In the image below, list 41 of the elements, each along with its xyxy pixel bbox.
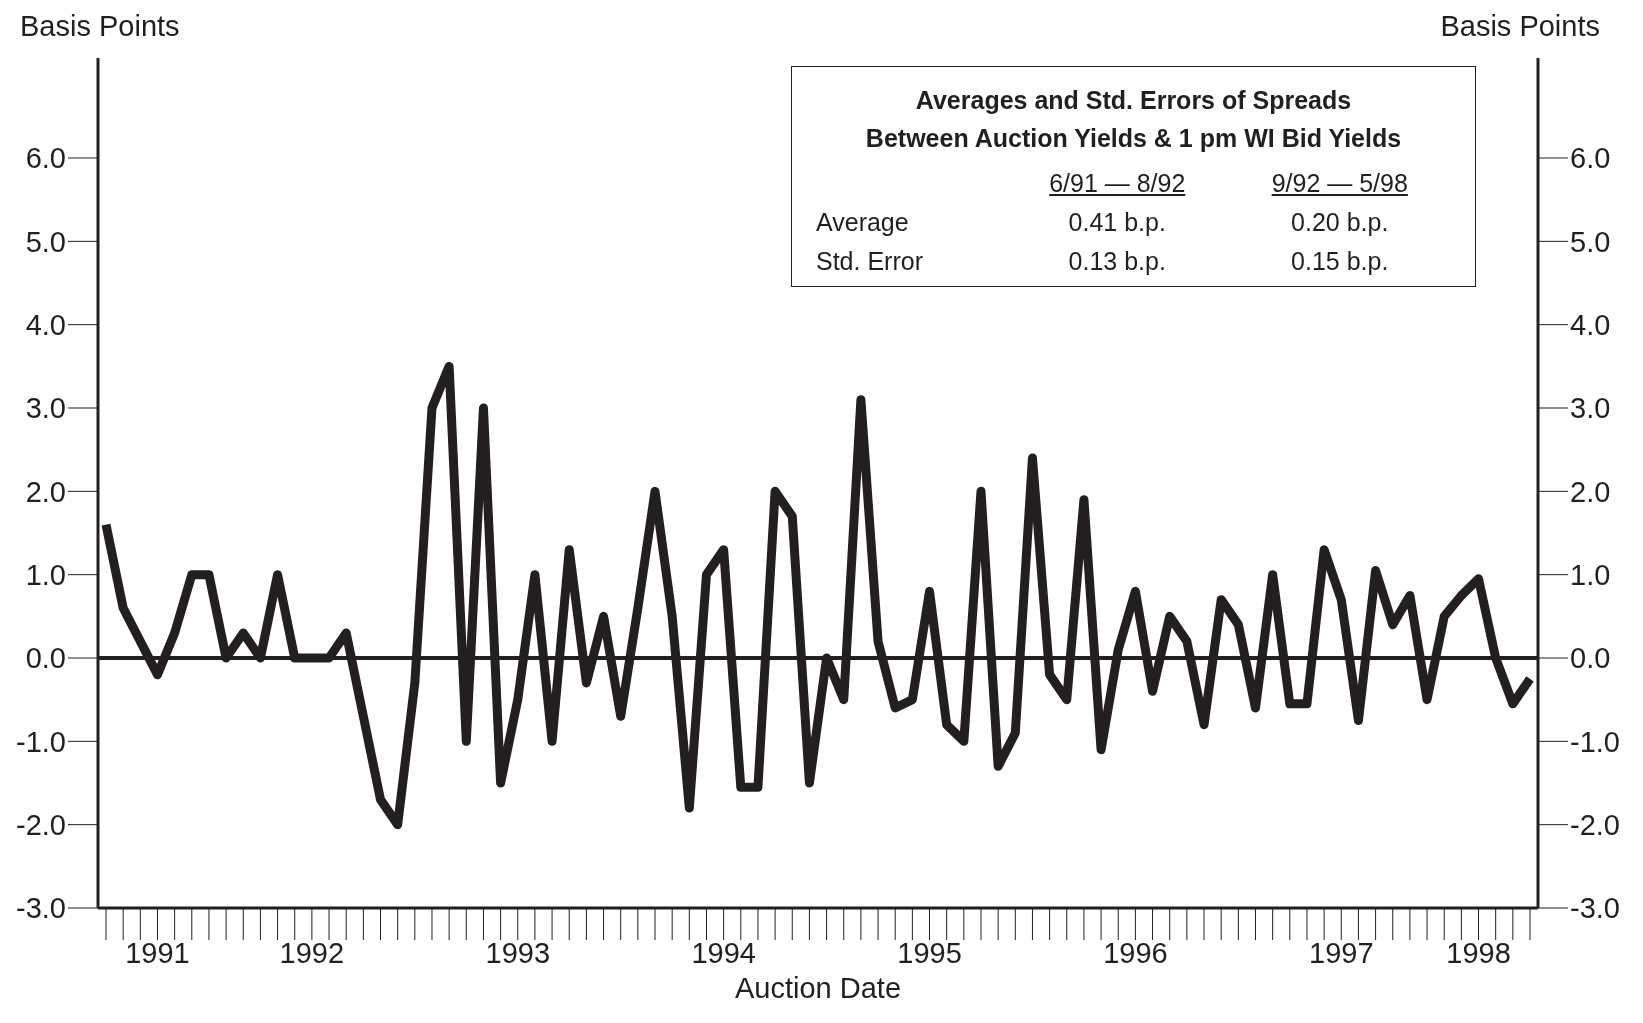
annotation: 0.15 b.p. bbox=[1290, 247, 1390, 276]
y2-tick-label: 0.0 bbox=[1570, 642, 1611, 675]
x-tick-label: 1995 bbox=[897, 936, 962, 969]
annotation: Average bbox=[816, 208, 910, 237]
y2-tick-label: -2.0 bbox=[1570, 808, 1620, 841]
y-tick-label: 6.0 bbox=[25, 142, 66, 175]
y-tick-label: -1.0 bbox=[16, 725, 66, 758]
y-tick-label: 1.0 bbox=[25, 558, 66, 591]
y2-tick-label: -3.0 bbox=[1570, 892, 1620, 925]
y-tick-label: -3.0 bbox=[16, 892, 66, 925]
y2-tick-label: -1.0 bbox=[1570, 725, 1620, 758]
x-tick-label: 1994 bbox=[691, 936, 756, 969]
annotation: 0.41 b.p. bbox=[1067, 208, 1167, 237]
y-tick-label: -2.0 bbox=[16, 808, 66, 841]
annotation: Std. Error bbox=[816, 247, 924, 276]
y-tick-label: 5.0 bbox=[25, 225, 66, 258]
annotation: Averages and Std. Errors of Spreads bbox=[914, 85, 1353, 116]
annotation: 0.13 b.p. bbox=[1067, 247, 1167, 276]
x-axis-title: Auction Date bbox=[734, 972, 902, 1004]
y2-axis-title: Basis Points bbox=[1440, 10, 1600, 43]
x-tick-label: 1996 bbox=[1103, 936, 1168, 969]
y2-tick-label: 1.0 bbox=[1570, 558, 1611, 591]
x-tick-label: 1997 bbox=[1309, 936, 1374, 969]
y2-tick-label: 5.0 bbox=[1570, 225, 1611, 258]
y2-tick-label: 4.0 bbox=[1570, 308, 1611, 341]
y-tick-label: 3.0 bbox=[25, 392, 66, 425]
annotation: Between Auction Yields & 1 pm WI Bid Yields bbox=[864, 123, 1403, 154]
x-tick-label: 1998 bbox=[1446, 936, 1511, 969]
x-tick-label: 1991 bbox=[125, 936, 190, 969]
annotation: 6/91 — 8/92 bbox=[1048, 169, 1187, 198]
y-axis-title: Basis Points bbox=[20, 10, 180, 43]
y-tick-label: 4.0 bbox=[25, 308, 66, 341]
x-tick-label: 1992 bbox=[279, 936, 345, 969]
annotation: 0.20 b.p. bbox=[1290, 208, 1390, 237]
y-tick-label: 0.0 bbox=[25, 642, 66, 675]
x-tick-label: 1993 bbox=[485, 936, 551, 969]
y2-tick-label: 2.0 bbox=[1570, 475, 1611, 508]
y2-tick-label: 6.0 bbox=[1570, 142, 1611, 175]
y2-tick-label: 3.0 bbox=[1570, 392, 1611, 425]
annotation: 9/92 — 5/98 bbox=[1270, 169, 1409, 198]
y-tick-label: 2.0 bbox=[25, 475, 66, 508]
